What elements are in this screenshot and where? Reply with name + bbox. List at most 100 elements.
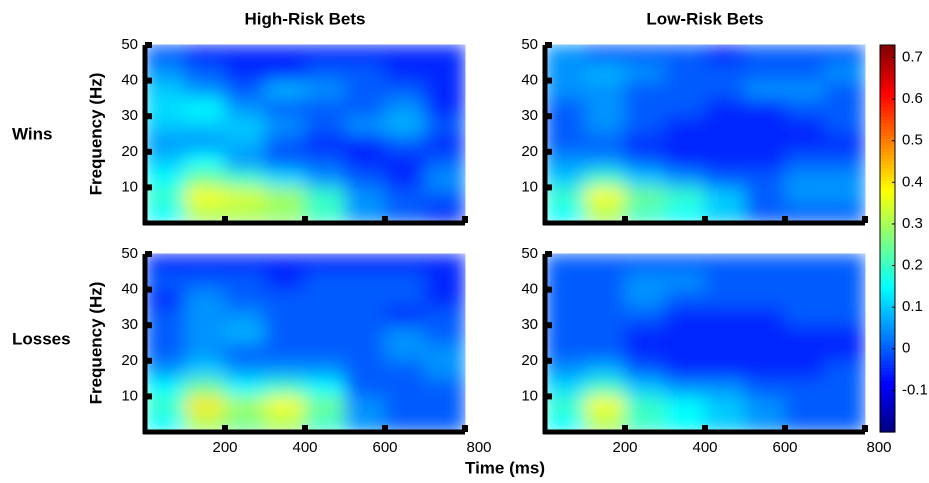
heatmap-cell <box>264 360 306 380</box>
colorbar-slice <box>880 70 895 75</box>
heatmap-cell <box>584 360 626 380</box>
y-tick <box>545 251 552 257</box>
heatmap-cell <box>384 271 426 291</box>
heatmap-cell <box>344 169 386 188</box>
heatmap-cell <box>184 133 226 153</box>
heatmap-cell <box>664 151 706 171</box>
heatmap-cell <box>144 289 186 308</box>
colorbar-slice <box>880 402 895 407</box>
heatmap-cell <box>544 62 586 82</box>
y-tick <box>145 322 152 329</box>
colorbar-slice <box>880 186 895 191</box>
colorbar-slice <box>880 119 895 123</box>
colorbar-slice <box>880 283 895 288</box>
heatmap-cell <box>224 151 266 171</box>
heatmap-cell <box>224 324 266 344</box>
heatmap-cell <box>664 289 706 308</box>
heatmap-cell <box>784 204 826 224</box>
y-tick-label: 10 <box>121 178 138 195</box>
heatmap-cell <box>424 271 466 291</box>
colorbar-frame <box>879 44 896 433</box>
y-tick <box>545 357 552 364</box>
heatmap-cell <box>144 395 186 415</box>
heatmap-cell <box>144 80 186 99</box>
colorbar-tick-label: 0.5 <box>902 132 923 149</box>
heatmap-cell <box>664 97 706 117</box>
heatmap-cell <box>384 169 426 188</box>
heatmap-cell <box>384 253 426 273</box>
colorbar-slice <box>880 167 895 172</box>
colorbar-slice <box>880 64 895 69</box>
heatmap-cell <box>184 395 226 415</box>
heatmap-cell <box>624 395 666 415</box>
heatmap-cell <box>824 289 866 308</box>
column-title: High-Risk Bets <box>245 9 366 28</box>
heatmap-cell <box>264 44 306 64</box>
heatmap-cell <box>624 62 666 82</box>
heatmap-cell <box>784 62 826 82</box>
heatmap-cell <box>144 342 186 362</box>
colorbar-slice <box>880 67 895 72</box>
colorbar-slice <box>880 415 895 420</box>
x-tick <box>862 425 868 432</box>
heatmap-cell <box>144 151 186 171</box>
heatmap-cell <box>344 360 386 380</box>
heatmap-cell <box>744 306 786 326</box>
colorbar-slice <box>880 77 895 82</box>
y-tick-label: 20 <box>521 352 538 369</box>
colorbar-slice <box>880 393 895 398</box>
colorbar-slice <box>880 380 895 385</box>
heatmap-cell <box>224 62 266 82</box>
heatmap-cell <box>144 324 186 344</box>
x-tick <box>462 425 468 432</box>
row-title: Wins <box>12 124 52 143</box>
y-tick-label: 30 <box>521 316 538 333</box>
heatmap-cell <box>424 253 466 273</box>
colorbar-slice <box>880 157 895 162</box>
colorbar-slice <box>880 406 895 411</box>
heatmap-cell <box>824 360 866 380</box>
colorbar-tick-label: 0.4 <box>902 173 923 190</box>
heatmap-cell <box>304 151 346 171</box>
y-tick-label: 40 <box>521 72 538 89</box>
x-tick <box>462 216 468 223</box>
colorbar-slice <box>880 322 895 327</box>
heatmap-cell <box>544 115 586 135</box>
colorbar-tick-label: 0.7 <box>902 48 923 65</box>
heatmap-cell <box>264 169 306 188</box>
colorbar-slice <box>880 86 895 91</box>
heatmap-cell <box>184 360 226 380</box>
heatmap-cell <box>704 360 746 380</box>
colorbar-tick-label: -0.1 <box>902 381 928 398</box>
heatmap-cell <box>544 342 586 362</box>
heatmap-cell <box>344 62 386 82</box>
heatmap-cell <box>544 204 586 224</box>
heatmap-cell <box>224 306 266 326</box>
heatmap-cell <box>584 253 626 273</box>
heatmap-cell <box>224 97 266 117</box>
x-tick <box>862 216 868 223</box>
heatmap-cell <box>424 115 466 135</box>
heatmap-cell <box>304 289 346 308</box>
y-tick <box>545 148 552 155</box>
heatmap-cell <box>784 133 826 153</box>
colorbar-slice <box>880 425 895 430</box>
heatmap-cell <box>424 44 466 64</box>
heatmap-cell <box>744 271 786 291</box>
heatmap-cell <box>584 133 626 153</box>
colorbar-slice <box>880 306 895 311</box>
heatmap-cell <box>144 378 186 397</box>
heatmap-cell <box>544 151 586 171</box>
heatmap-cell <box>744 115 786 135</box>
heatmap-cell <box>144 169 186 188</box>
x-tick <box>782 425 788 432</box>
colorbar-slice <box>880 51 895 56</box>
heatmap-cell <box>184 342 226 362</box>
heatmap-cell <box>224 115 266 135</box>
heatmap-cell <box>384 360 426 380</box>
colorbar-slice <box>880 303 895 307</box>
heatmap-cell <box>744 97 786 117</box>
heatmap-cell <box>304 169 346 188</box>
heatmap-cell <box>544 133 586 153</box>
heatmap-cell <box>144 115 186 135</box>
